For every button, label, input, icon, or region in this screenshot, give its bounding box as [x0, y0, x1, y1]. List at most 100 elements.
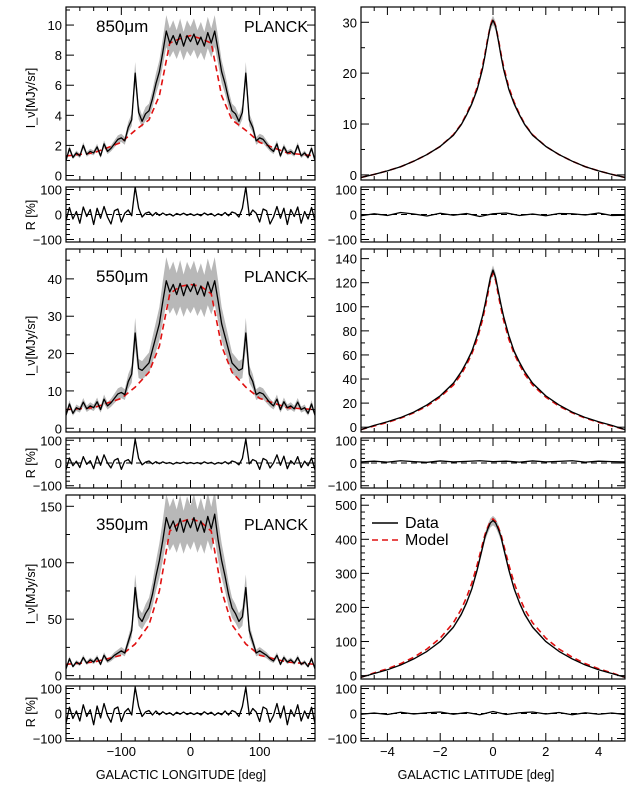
y-tick-label-lat550: 60 — [343, 348, 357, 363]
y-tick-label-lon850: 2 — [55, 138, 62, 153]
data-line-res_lon550 — [66, 438, 315, 471]
plot-area-res_lon850 — [66, 187, 315, 226]
model-line-lon850 — [66, 34, 315, 157]
y-tick-label-lon850: 0 — [55, 168, 62, 183]
uncertainty-band-lat550 — [361, 265, 625, 430]
plot-area-lat850 — [361, 15, 625, 179]
y-tick-label-res_lat850: −100 — [328, 233, 357, 248]
y-tick-label-lon350: 100 — [40, 556, 62, 571]
panel-res_lat850: −100 0 100 — [328, 183, 626, 248]
x-tick-label-res_lon350: 100 — [249, 744, 271, 759]
y-tick-label-lat350: 0 — [350, 669, 357, 684]
y-tick-label-lon350: 150 — [40, 499, 62, 514]
y-tick-label-res_lat850: 100 — [335, 183, 357, 198]
data-line-lon550 — [66, 280, 315, 416]
panel-lat550: 0 20 40 60 80 100 120 140 — [335, 248, 626, 435]
y-tick-label-lat550: 20 — [343, 396, 357, 411]
legend: Data Model — [372, 515, 449, 549]
plot-area-res_lon550 — [66, 438, 315, 471]
x-tick-label-res_lat350: −2 — [433, 744, 448, 759]
data-line-res_lat350 — [361, 710, 625, 716]
panels-layer: 0246810−10001000102030−1000100010203040−… — [33, 6, 626, 759]
plot-area-res_lat350 — [361, 710, 625, 716]
uncertainty-band-lat350 — [361, 515, 625, 678]
x-label-longitude: GALACTIC LONGITUDE [deg] — [96, 768, 266, 782]
plot-area-lat350 — [361, 515, 625, 679]
plot-area-res_lat850 — [361, 211, 625, 218]
data-line-lon850 — [66, 30, 315, 161]
legend-model-label: Model — [405, 532, 449, 549]
y-tick-label-res_lat550: 100 — [335, 433, 357, 448]
y-tick-label-lon550: 10 — [48, 384, 62, 399]
y-tick-label-lat850: 0 — [350, 168, 357, 183]
data-line-lon350 — [66, 513, 315, 670]
y-tick-label-lon850: 8 — [55, 48, 62, 63]
x-tick-label-res_lat350: 2 — [542, 744, 549, 759]
y-tick-label-res_lon350: −100 — [33, 732, 62, 747]
panel-res_lon850: −100 0 100 — [33, 183, 316, 248]
y-tick-label-lon550: 30 — [48, 309, 62, 324]
y-tick-label-lat350: 500 — [335, 498, 357, 513]
y-tick-label-res_lon550: 0 — [55, 456, 62, 471]
y-tick-label-lat550: 80 — [343, 324, 357, 339]
y-tick-label-res_lon350: 0 — [55, 707, 62, 722]
y-tick-label-lon850: 6 — [55, 78, 62, 93]
model-line-lat550 — [361, 270, 625, 431]
data-line-res_lat850 — [361, 211, 625, 218]
plot-area-res_lat550 — [361, 460, 625, 464]
y-tick-label-res_lon850: 100 — [40, 183, 62, 198]
legend-data-label: Data — [405, 515, 439, 532]
panel-lat350: 0 100 200 300 400 500 — [335, 494, 626, 684]
y-label-350: I_ν[MJy/sr] — [24, 564, 38, 624]
panel-title-550: 550μm — [96, 267, 148, 286]
y-tick-label-lat350: 300 — [335, 566, 357, 581]
plot-area-lon550 — [66, 257, 315, 418]
uncertainty-band-lon350 — [66, 495, 315, 670]
uncertainty-band-lon850 — [66, 15, 315, 163]
frame-lat550 — [360, 248, 626, 433]
x-tick-label-res_lon350: −100 — [107, 744, 136, 759]
data-line-res_lon350 — [66, 686, 315, 726]
y-tick-label-lat550: 100 — [335, 300, 357, 315]
y-tick-label-lon550: 0 — [55, 421, 62, 436]
y-tick-label-res_lon850: −100 — [33, 233, 62, 248]
x-label-latitude: GALACTIC LATITUDE [deg] — [398, 768, 555, 782]
y-tick-label-lat350: 100 — [335, 635, 357, 650]
y-tick-label-res_lat550: −100 — [328, 479, 357, 494]
y-label-resid-550: R [%] — [24, 448, 38, 479]
y-tick-label-res_lat550: 0 — [350, 456, 357, 471]
model-line-lat850 — [361, 16, 625, 179]
y-tick-label-lon350: 0 — [55, 669, 62, 684]
x-tick-label-res_lat350: 0 — [489, 744, 496, 759]
uncertainty-band-lat850 — [361, 15, 625, 178]
data-line-lat850 — [361, 19, 625, 179]
panel-res_lat350: −4 −2 0 2 4 −100 0 100 — [328, 682, 626, 759]
panel-res_lon550: −100 0 100 — [33, 433, 316, 494]
y-tick-label-lon550: 20 — [48, 347, 62, 362]
uncertainty-band-lon550 — [66, 257, 315, 418]
panel-title-850: 850μm — [96, 17, 148, 36]
panel-title-350: 350μm — [96, 515, 148, 534]
panel-lat850: 0 10 20 30 — [343, 6, 626, 183]
y-tick-label-res_lat850: 0 — [350, 208, 357, 223]
plot-area-lon350 — [66, 495, 315, 670]
x-tick-label-res_lat350: 4 — [595, 744, 602, 759]
y-tick-label-res_lat350: −100 — [328, 732, 357, 747]
y-tick-label-lat350: 400 — [335, 532, 357, 547]
y-tick-label-lat550: 40 — [343, 372, 357, 387]
y-tick-label-lat550: 0 — [350, 420, 357, 435]
panel-lon550: 0 10 20 30 40 — [48, 248, 316, 436]
data-line-lat550 — [361, 269, 625, 431]
y-tick-label-lat850: 10 — [343, 117, 357, 132]
panel-lon850: 0 2 4 6 8 10 — [48, 6, 316, 183]
frame-lat850 — [360, 6, 626, 181]
plot-area-lon850 — [66, 15, 315, 163]
y-tick-label-res_lat350: 100 — [335, 682, 357, 697]
y-tick-label-lat850: 20 — [343, 66, 357, 81]
instrument-label-550: PLANCK — [244, 269, 308, 286]
y-tick-label-lat350: 200 — [335, 600, 357, 615]
model-line-lon550 — [66, 283, 315, 411]
y-label-850: I_ν[MJy/sr] — [24, 68, 38, 128]
y-tick-label-res_lon550: 100 — [40, 433, 62, 448]
